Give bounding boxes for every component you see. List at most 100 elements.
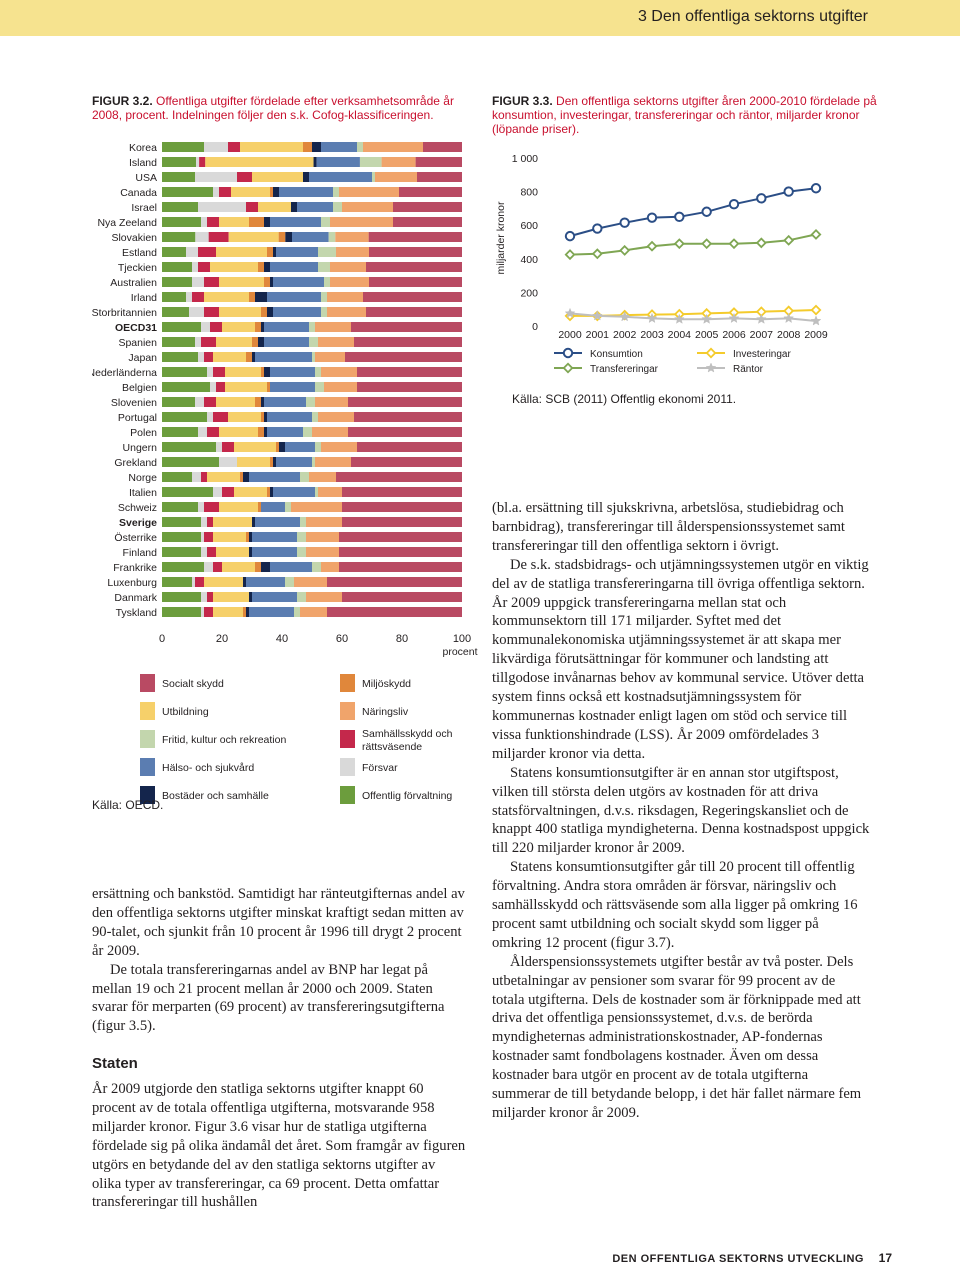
bar-segment-miljo — [278, 232, 286, 242]
bar-segment-halso — [264, 397, 306, 407]
bar-segment-socialt — [393, 202, 462, 212]
legend-swatch-samhall — [340, 730, 355, 748]
bar-segment-socialt — [354, 412, 462, 422]
bar-segment-forsvar — [216, 442, 222, 452]
bar-segment-fritid — [357, 142, 363, 152]
x-tick-label: 60 — [336, 633, 348, 645]
bar-segment-halso — [321, 142, 357, 152]
bar-segment-naring — [315, 457, 351, 467]
bar-segment-naring — [318, 412, 354, 422]
bar-segment-samhall — [207, 592, 213, 602]
bar-segment-miljo — [270, 187, 273, 197]
bar-segment-utbildning — [222, 322, 255, 332]
category-label: Japan — [128, 352, 157, 364]
bar-segment-samhall — [204, 502, 219, 512]
bar-segment-samhall — [207, 217, 219, 227]
bar-segment-miljo — [258, 427, 264, 437]
bar-segment-halso — [273, 487, 315, 497]
x-tick-label: 20 — [216, 633, 228, 645]
bar-segment-fritid — [321, 307, 327, 317]
bar-segment-samhall — [192, 292, 204, 302]
bar-segment-utbildning — [258, 202, 291, 212]
y-axis-label: miljarder kronor — [495, 201, 507, 274]
bar-segment-socialt — [357, 382, 462, 392]
bar-segment-fritid — [312, 562, 321, 572]
data-point-konsumtion — [619, 217, 630, 228]
series-konsumtion — [564, 183, 822, 242]
bar-segment-utbildning — [216, 247, 267, 257]
bar-segment-socialt — [342, 502, 462, 512]
bar-segment-miljo — [267, 247, 273, 257]
bar-segment-utbildning — [225, 382, 267, 392]
legend-swatch-fritid — [140, 730, 155, 748]
category-label: Tyskland — [116, 607, 158, 619]
bar-segment-forsvar — [201, 532, 204, 542]
bar-segment-socialt — [339, 532, 462, 542]
bar-segment-forsvar — [201, 517, 207, 527]
data-point-konsumtion — [592, 223, 603, 234]
bar-segment-socialt — [357, 442, 462, 452]
running-header: 3 Den offentliga sektorns utgifter — [637, 8, 868, 25]
data-point-transfereringar — [701, 238, 713, 250]
bar-segment-miljo — [246, 532, 249, 542]
bar-segment-samhall — [219, 187, 231, 197]
bar-segment-forvaltning — [162, 607, 201, 617]
category-label: Tjeckien — [118, 262, 157, 274]
category-label: Korea — [129, 142, 157, 154]
category-label: Slovenien — [111, 397, 157, 409]
bar-segment-naring — [306, 532, 339, 542]
bar-segment-forvaltning — [162, 367, 207, 377]
bar-segment-forsvar — [213, 487, 222, 497]
bar-segment-forsvar — [186, 247, 198, 257]
bar-segment-forsvar — [195, 397, 204, 407]
bar-segment-samhall — [204, 307, 219, 317]
x-tick-label: 2003 — [640, 329, 664, 341]
bar-segment-bostader — [270, 277, 273, 287]
bar-segment-miljo — [270, 457, 273, 467]
bar-segment-socialt — [342, 517, 462, 527]
data-point-transfereringar — [619, 244, 631, 256]
bar-segment-naring — [336, 247, 369, 257]
section-heading-staten: Staten — [92, 1055, 138, 1072]
bar-segment-samhall — [201, 472, 207, 482]
category-label: Slovakien — [111, 232, 157, 244]
data-point-rantor — [701, 313, 713, 324]
category-label: Finland — [123, 547, 158, 559]
bar-segment-forvaltning — [162, 202, 198, 212]
figure-3-3-source: Källa: SCB (2011) Offentlig ekonomi 2011… — [512, 392, 737, 406]
bar-segment-bostader — [249, 547, 252, 557]
figure-3-2-label: FIGUR 3.2. — [92, 94, 153, 108]
bar-segment-halso — [273, 277, 324, 287]
y-tick-label: 200 — [520, 287, 538, 299]
bar-segment-naring — [381, 157, 416, 167]
bar-segment-bostader — [285, 232, 292, 242]
figure-3-2-source: Källa: OECD. — [92, 798, 164, 812]
bar-segment-samhall — [204, 352, 213, 362]
bar-segment-forsvar — [198, 352, 204, 362]
left-paragraph-1: ersättning och bankstöd. Samtidigt har r… — [92, 886, 465, 959]
bar-segment-utbildning — [213, 352, 246, 362]
bar-segment-forsvar — [198, 427, 207, 437]
bar-segment-utbildning — [219, 427, 258, 437]
data-point-transfereringar — [810, 228, 822, 240]
bar-segment-utbildning — [213, 517, 252, 527]
category-label: Nederländerna — [92, 367, 157, 379]
right-paragraph-2: De s.k. stadsbidrags- och utjämningssyst… — [492, 556, 869, 762]
bar-segment-fritid — [312, 352, 315, 362]
bar-segment-forsvar — [219, 457, 237, 467]
legend-label: Investeringar — [733, 349, 791, 360]
bar-segment-miljo — [255, 397, 261, 407]
bar-segment-halso — [252, 547, 297, 557]
legend-label: Miljöskydd — [362, 678, 411, 690]
right-paragraph-4: Statens konsumtionsutgifter går till 20 … — [492, 859, 858, 951]
data-point-rantor — [728, 312, 740, 324]
bar-segment-utbildning — [252, 172, 303, 182]
bar-segment-forsvar — [198, 502, 204, 512]
legend-item-transfereringar: Transfereringar — [554, 362, 659, 375]
bar-segment-socialt — [366, 262, 462, 272]
bar-segment-utbildning — [222, 562, 255, 572]
legend-swatch-forsvar — [340, 758, 355, 776]
bar-segment-utbildning — [216, 337, 252, 347]
bar-segment-utbildning — [219, 307, 261, 317]
bar-segment-socialt — [327, 577, 462, 587]
